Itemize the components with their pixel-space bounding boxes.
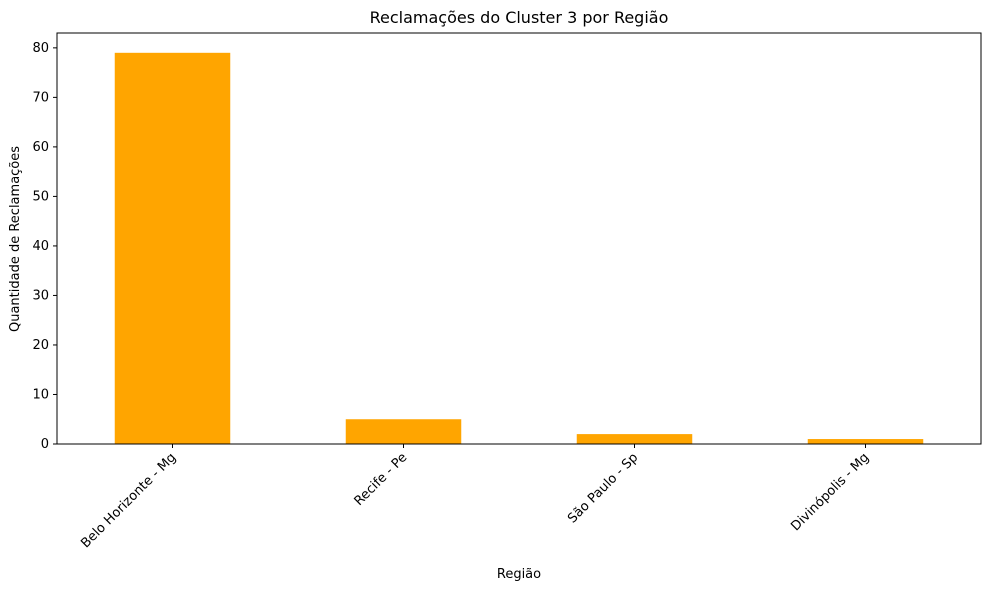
- bar-2: [576, 434, 693, 444]
- y-tick-label: 0: [41, 437, 49, 452]
- y-axis-label: Quantidade de Reclamações: [8, 146, 23, 332]
- y-tick-label: 50: [32, 189, 49, 204]
- x-tick-label: Divinópolis - Mg: [788, 450, 872, 534]
- y-tick-label: 40: [32, 239, 49, 254]
- bar-3: [807, 439, 924, 444]
- plot-frame: [56, 32, 982, 445]
- y-tick-label: 10: [32, 387, 49, 402]
- axes-layer: [56, 32, 982, 445]
- y-tick-label: 60: [32, 140, 49, 155]
- x-tick-label: São Paulo - Sp: [565, 450, 641, 526]
- bar-0: [114, 52, 231, 445]
- x-tick-label: Belo Horizonte - Mg: [78, 450, 179, 551]
- y-tick-label: 30: [32, 288, 49, 303]
- y-tick-label: 70: [32, 90, 49, 105]
- y-tick-label: 20: [32, 338, 49, 353]
- bars-layer: [114, 52, 924, 445]
- x-axis-label: Região: [497, 567, 541, 582]
- chart-title: Reclamações do Cluster 3 por Região: [370, 8, 669, 27]
- y-tick-label: 80: [32, 41, 49, 56]
- x-tick-label: Recife - Pe: [352, 450, 411, 509]
- bar-1: [345, 419, 462, 444]
